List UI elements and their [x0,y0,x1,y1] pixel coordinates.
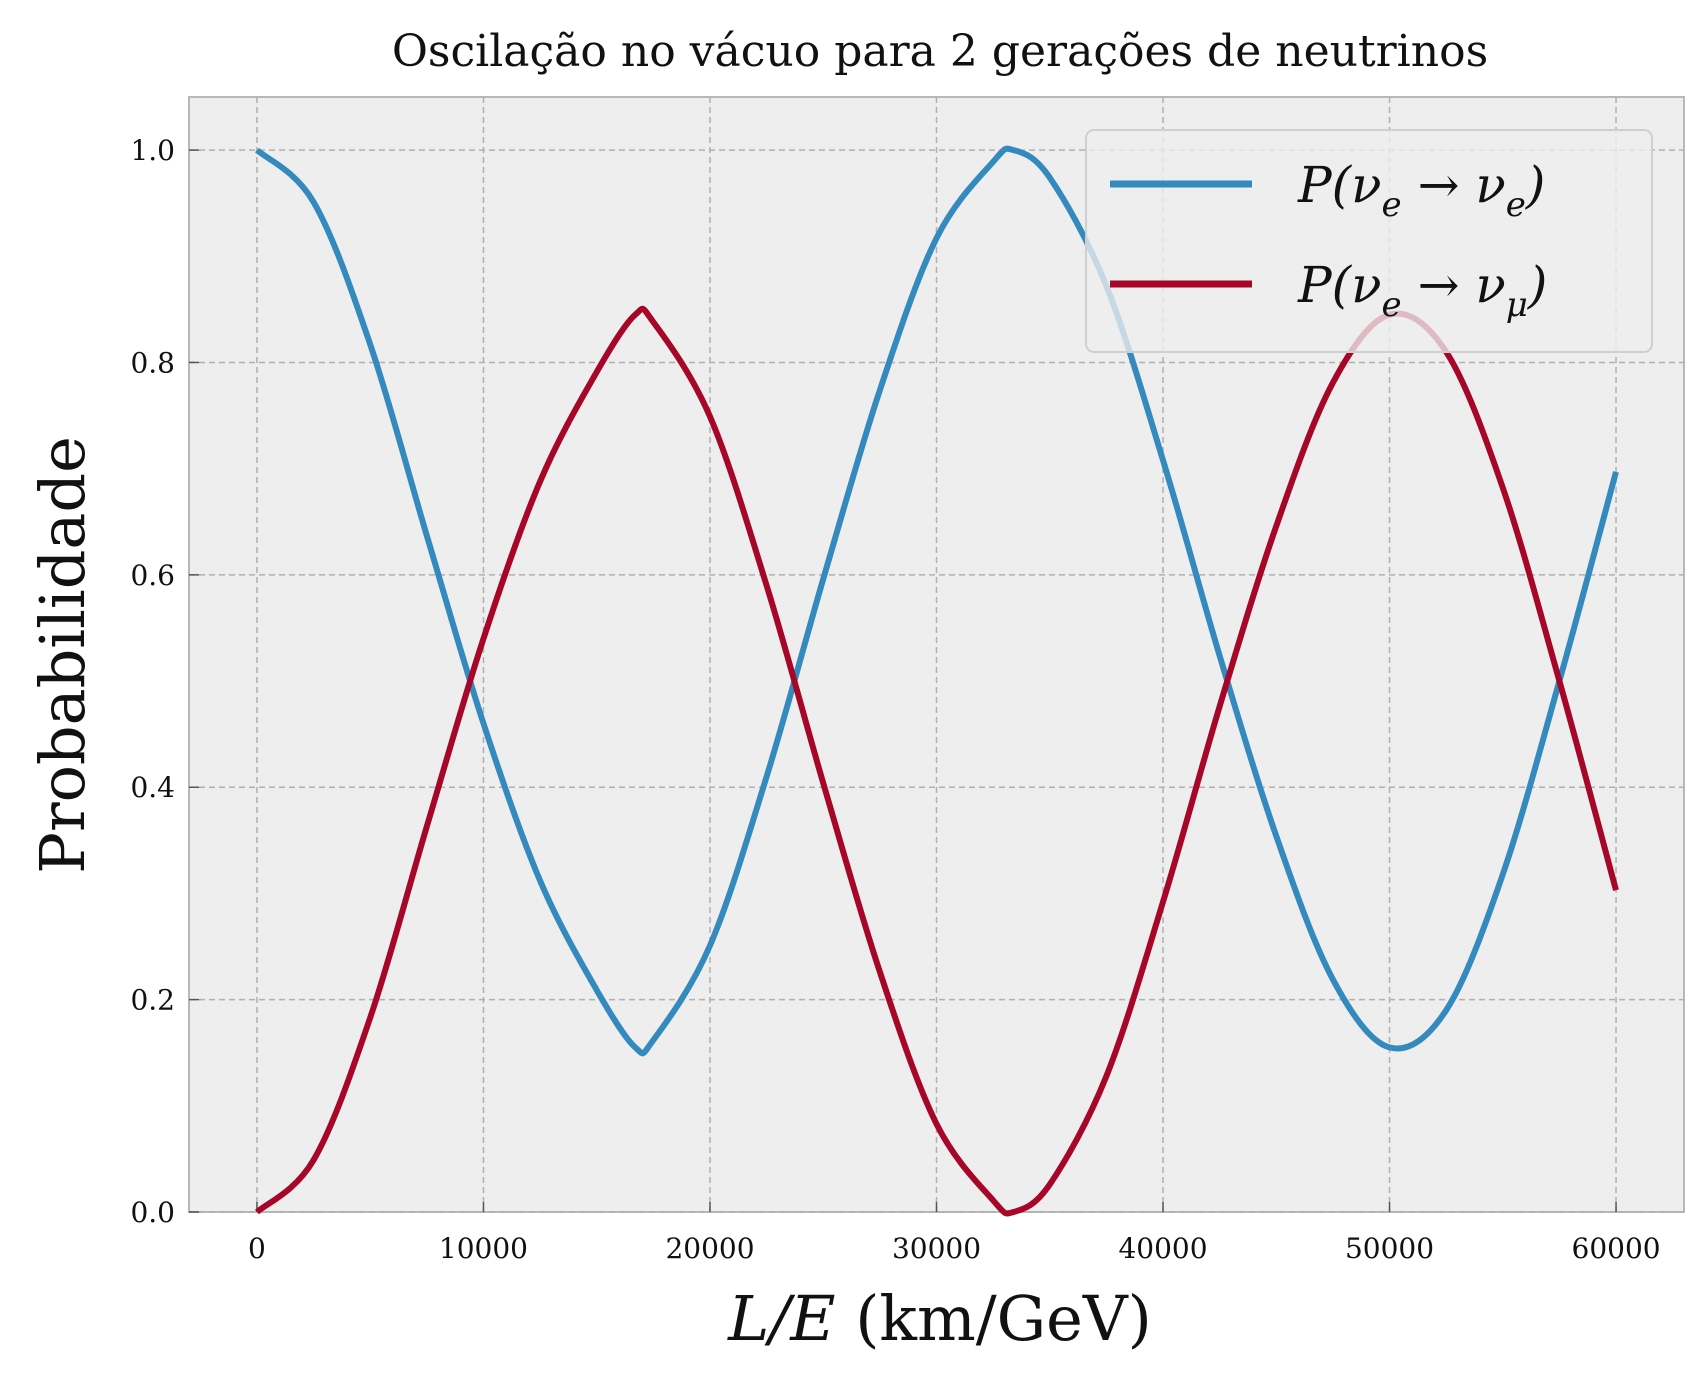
chart-title: Oscilação no vácuo para 2 gerações de ne… [392,26,1488,77]
y-tick-label: 0.0 [130,1196,175,1229]
x-tick-label: 10000 [439,1232,528,1265]
x-tick-label: 60000 [1572,1232,1661,1265]
series-line-nu-e-to-nu-e [254,145,1619,1057]
y-tick-label: 0.4 [130,771,175,804]
x-tick-label: 20000 [665,1232,754,1265]
legend-label-nu-e-to-nu-mu: P(νe → νμ) [1297,256,1547,325]
y-tick-label: 0.2 [130,984,175,1017]
x-tick-label: 0 [248,1232,266,1265]
x-tick-label: 30000 [892,1232,981,1265]
x-axis-label: L/E (km/GeV) [727,1282,1152,1355]
x-axis-label-unit: (km/GeV) [836,1282,1152,1355]
y-axis-ticks: 0.0 0.2 0.4 0.6 0.8 1.0 [130,134,199,1229]
y-tick-label: 0.6 [130,559,175,592]
y-tick-label: 1.0 [130,134,175,167]
x-axis-ticks: 0 10000 20000 30000 40000 50000 60000 [248,1202,1661,1265]
x-tick-label: 50000 [1345,1232,1434,1265]
y-axis-label: Probabilidade [26,436,99,874]
y-tick-label: 0.8 [130,346,175,379]
legend-label-nu-e-to-nu-e: P(νe → νe) [1297,156,1545,225]
legend: P(νe → νe) P(νe → νμ) [1085,129,1653,353]
x-tick-label: 40000 [1118,1232,1207,1265]
x-axis-label-variable: L/E [727,1282,835,1355]
